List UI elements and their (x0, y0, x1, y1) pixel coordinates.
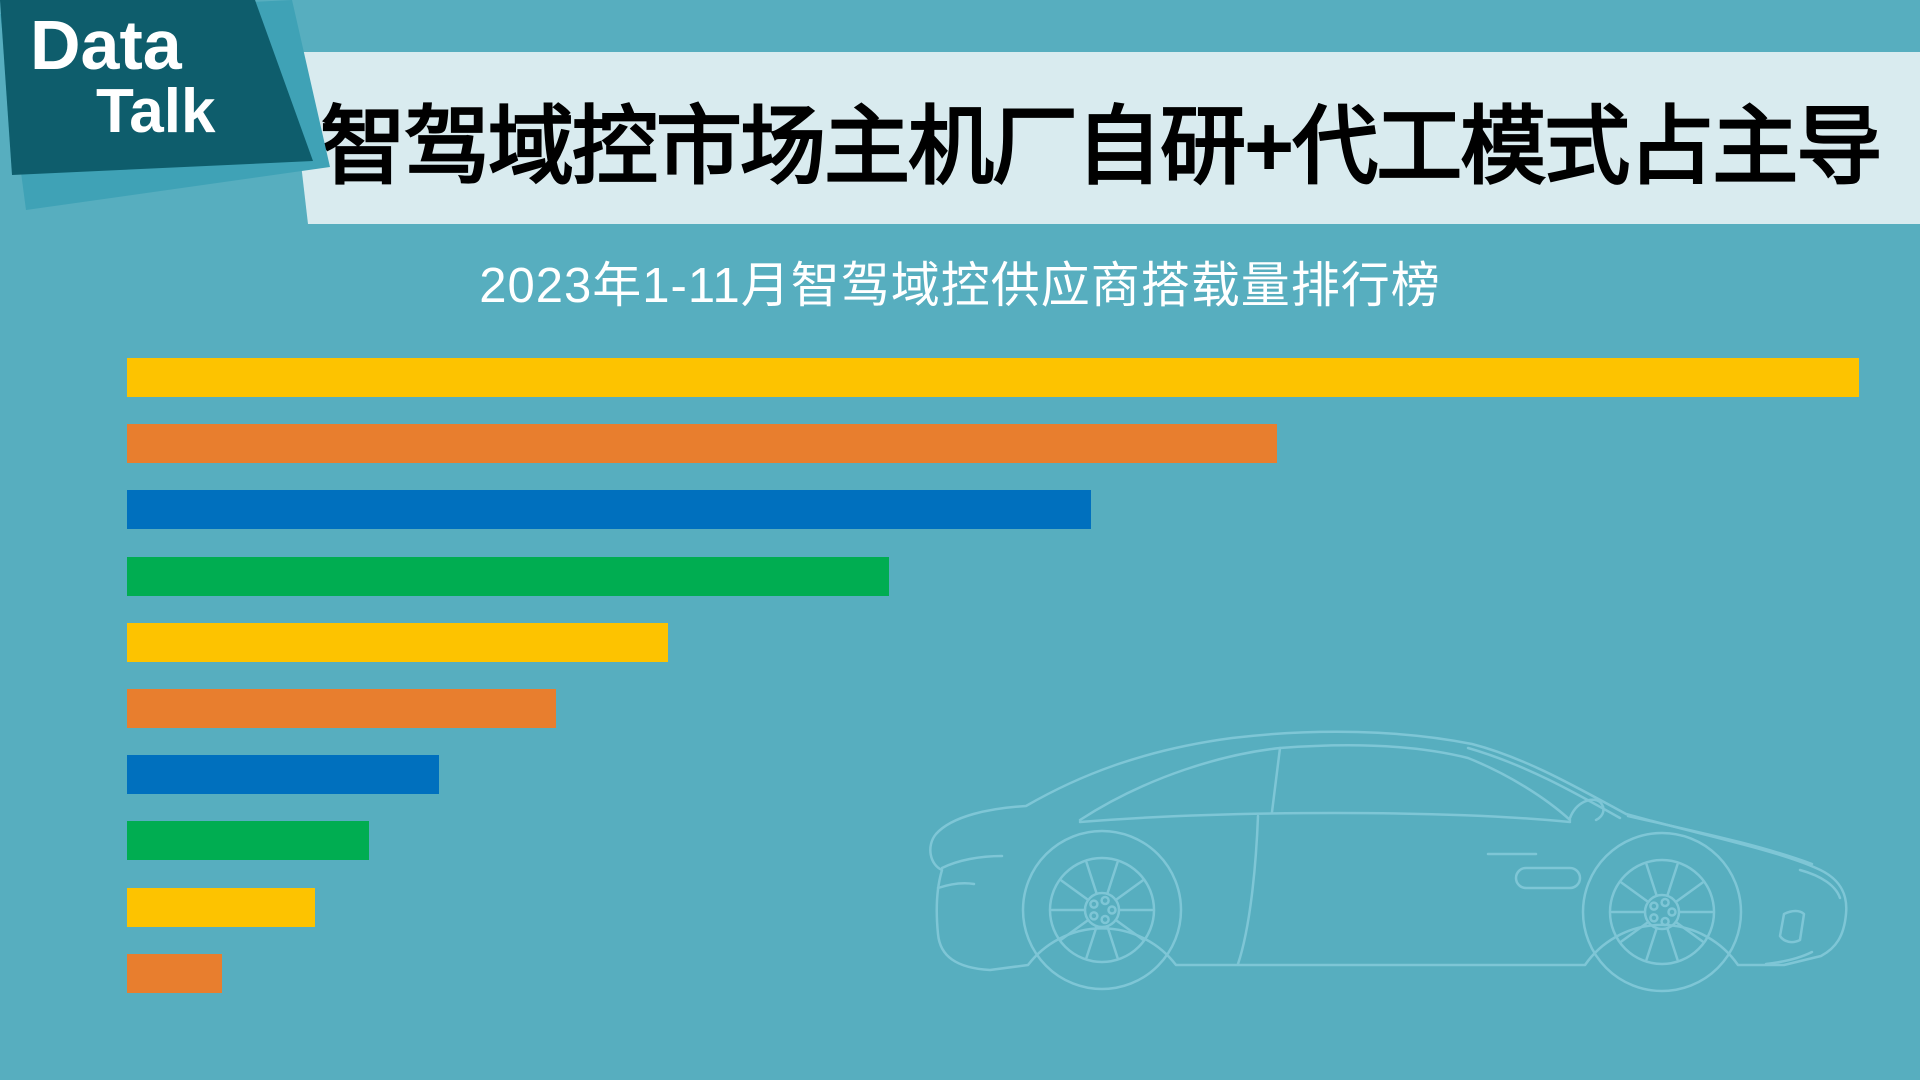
car-quarter-window-divider (1270, 746, 1282, 814)
car-front-intake (1778, 909, 1806, 944)
car-glass-outline (1078, 744, 1572, 822)
bar-rank-6 (127, 688, 556, 728)
bar-chart (127, 358, 1859, 1020)
chart-subtitle: 2023年1-11月智驾域控供应商搭载量排行榜 (479, 259, 1441, 313)
logo-text-talk: Talk (96, 77, 216, 146)
car-window-sill-line (1078, 811, 1572, 824)
bar-rank-7 (127, 755, 439, 795)
bar-rank-8 (127, 821, 369, 861)
page-title: 智驾域控市场主机厂自研+代工模式占主导 (320, 98, 1882, 195)
datatalk-logo: Data Talk (0, 0, 345, 215)
car-front-bumper-line (1764, 950, 1814, 966)
car-rear-spoiler-line (940, 854, 1004, 870)
car-outline-illustration (929, 730, 1848, 993)
car-rear-panel-line (936, 881, 976, 890)
logo-foreground-shape (0, 0, 313, 175)
bar-rank-10 (127, 953, 222, 993)
car-side-vent (1514, 866, 1582, 890)
car-body-outline (929, 730, 1848, 972)
car-mirror (1568, 798, 1605, 822)
bar-rank-5 (127, 622, 668, 662)
car-door-line (1236, 814, 1260, 966)
bar-rank-1 (127, 358, 1859, 397)
bar-rank-4 (127, 556, 889, 596)
bar-rank-2 (127, 424, 1277, 464)
car-hood-crease (1626, 814, 1814, 866)
bar-rank-3 (127, 490, 1091, 530)
bar-rank-9 (127, 887, 315, 927)
title-band: 智驾域控市场主机厂自研+代工模式占主导 (288, 52, 1920, 224)
car-headlight-line (1798, 868, 1842, 900)
logo-text-data: Data (30, 6, 182, 84)
